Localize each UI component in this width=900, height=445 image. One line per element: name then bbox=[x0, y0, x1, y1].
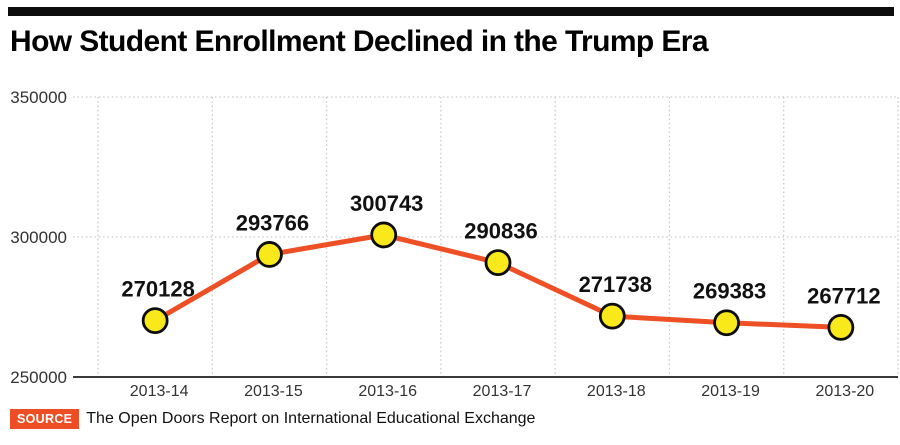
data-point-marker bbox=[256, 241, 283, 268]
source-row: SOURCE The Open Doors Report on Internat… bbox=[10, 409, 535, 429]
enrollment-line-chart: 250000 300000 350000 270128 293766 300743 2908… bbox=[10, 88, 899, 400]
y-tick-label: 350000 bbox=[10, 88, 67, 107]
x-tick-label: 2013-14 bbox=[130, 383, 189, 400]
y-tick-label: 300000 bbox=[10, 228, 67, 247]
point-value-label: 300743 bbox=[350, 191, 423, 216]
x-tick-label: 2013-17 bbox=[473, 383, 532, 400]
data-point-marker bbox=[141, 307, 169, 335]
data-point-marker bbox=[827, 314, 855, 341]
point-value-label: 267712 bbox=[807, 283, 880, 308]
x-tick-label: 2013-18 bbox=[587, 383, 646, 400]
point-value-label: 270128 bbox=[121, 277, 194, 302]
point-value-label: 293766 bbox=[236, 210, 309, 235]
point-value-label: 290836 bbox=[464, 219, 537, 244]
point-value-label: 271738 bbox=[579, 272, 652, 297]
source-badge: SOURCE bbox=[10, 409, 80, 429]
data-point-marker bbox=[713, 309, 740, 337]
data-point-marker bbox=[370, 221, 398, 249]
x-tick-label: 2013-20 bbox=[815, 383, 874, 400]
point-value-label: 269383 bbox=[693, 279, 766, 304]
page-title: How Student Enrollment Declined in the T… bbox=[10, 25, 709, 58]
x-tick-label: 2013-19 bbox=[701, 383, 760, 400]
data-point-marker bbox=[484, 249, 512, 277]
x-tick-label: 2013-15 bbox=[244, 383, 303, 400]
y-tick-label: 250000 bbox=[10, 368, 67, 387]
x-tick-label: 2013-16 bbox=[358, 383, 417, 400]
data-point-marker bbox=[598, 302, 626, 330]
source-text: The Open Doors Report on International E… bbox=[86, 410, 536, 427]
top-rule bbox=[8, 7, 894, 16]
